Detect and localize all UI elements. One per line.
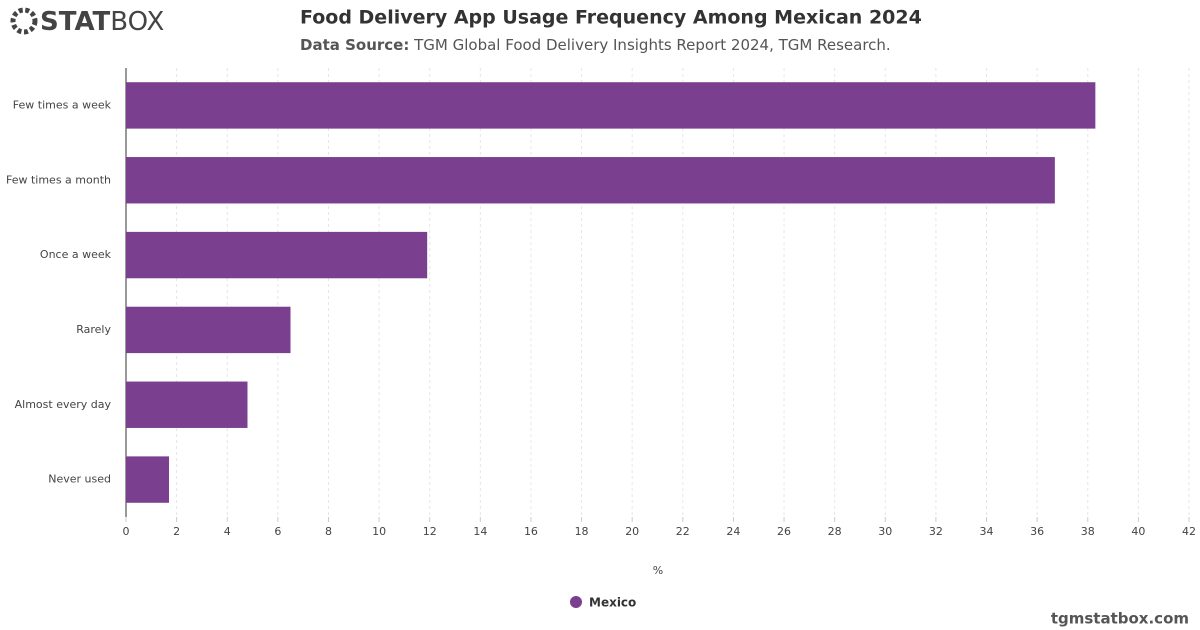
x-tick-label: 24 [726,525,740,538]
y-tick-label: Once a week [40,248,112,261]
bar [126,306,291,354]
subtitle-text: TGM Global Food Delivery Insights Report… [413,36,891,54]
y-tick-label: Almost every day [15,398,112,411]
x-tick-label: 28 [828,525,842,538]
x-tick-label: 42 [1182,525,1196,538]
x-tick-label: 2 [173,525,180,538]
bar [126,82,1096,129]
x-tick-label: 6 [274,525,281,538]
x-tick-label: 8 [325,525,332,538]
x-tick-label: 26 [777,525,791,538]
x-tick-label: 10 [372,525,386,538]
x-tick-label: 40 [1131,525,1145,538]
chart-subtitle: Data Source: TGM Global Food Delivery In… [300,36,891,54]
bar [126,157,1055,204]
bar [126,381,248,428]
logo-light: BOX [110,7,164,37]
bar [126,231,428,279]
x-tick-label: 34 [980,525,994,538]
x-tick-label: 16 [524,525,538,538]
x-tick-label: 20 [625,525,639,538]
x-axis-label: % [653,564,663,577]
y-tick-label: Rarely [76,323,111,336]
chart-title: Food Delivery App Usage Frequency Among … [300,7,922,29]
logo-icon [10,7,38,35]
footer: tgmstatbox.com [1051,610,1189,628]
y-tick-label: Few times a month [6,173,111,186]
x-tick-label: 30 [878,525,892,538]
x-tick-label: 22 [676,525,690,538]
x-tick-label: 4 [224,525,231,538]
x-tick-label: 12 [423,525,437,538]
y-tick-label: Few times a week [13,98,112,111]
y-tick-label: Never used [48,473,111,486]
bar [126,456,170,503]
logo-text: STATBOX [40,7,164,37]
x-tick-label: 14 [473,525,487,538]
x-tick-label: 32 [929,525,943,538]
x-tick-label: 0 [123,525,130,538]
subtitle-label: Data Source: [300,36,409,54]
legend-marker [570,596,582,608]
x-tick-label: 38 [1081,525,1095,538]
logo-bold: STAT [40,7,111,37]
x-tick-label: 36 [1030,525,1044,538]
legend-label: Mexico [589,596,636,610]
x-tick-label: 18 [575,525,589,538]
logo: STATBOX [10,7,164,37]
